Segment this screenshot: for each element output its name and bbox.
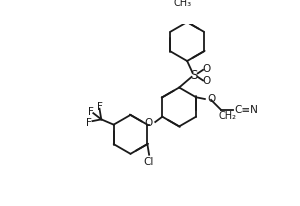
Text: O: O bbox=[202, 64, 211, 74]
Text: F: F bbox=[86, 118, 92, 128]
Text: O: O bbox=[208, 94, 216, 104]
Text: O: O bbox=[144, 118, 153, 128]
Text: CH₃: CH₃ bbox=[174, 0, 192, 8]
Text: F: F bbox=[97, 102, 102, 112]
Text: Cl: Cl bbox=[143, 157, 153, 167]
Text: CH₂: CH₂ bbox=[218, 110, 236, 121]
Text: S: S bbox=[190, 69, 198, 82]
Text: O: O bbox=[202, 76, 211, 86]
Text: C≡N: C≡N bbox=[234, 105, 258, 115]
Text: F: F bbox=[88, 107, 94, 117]
